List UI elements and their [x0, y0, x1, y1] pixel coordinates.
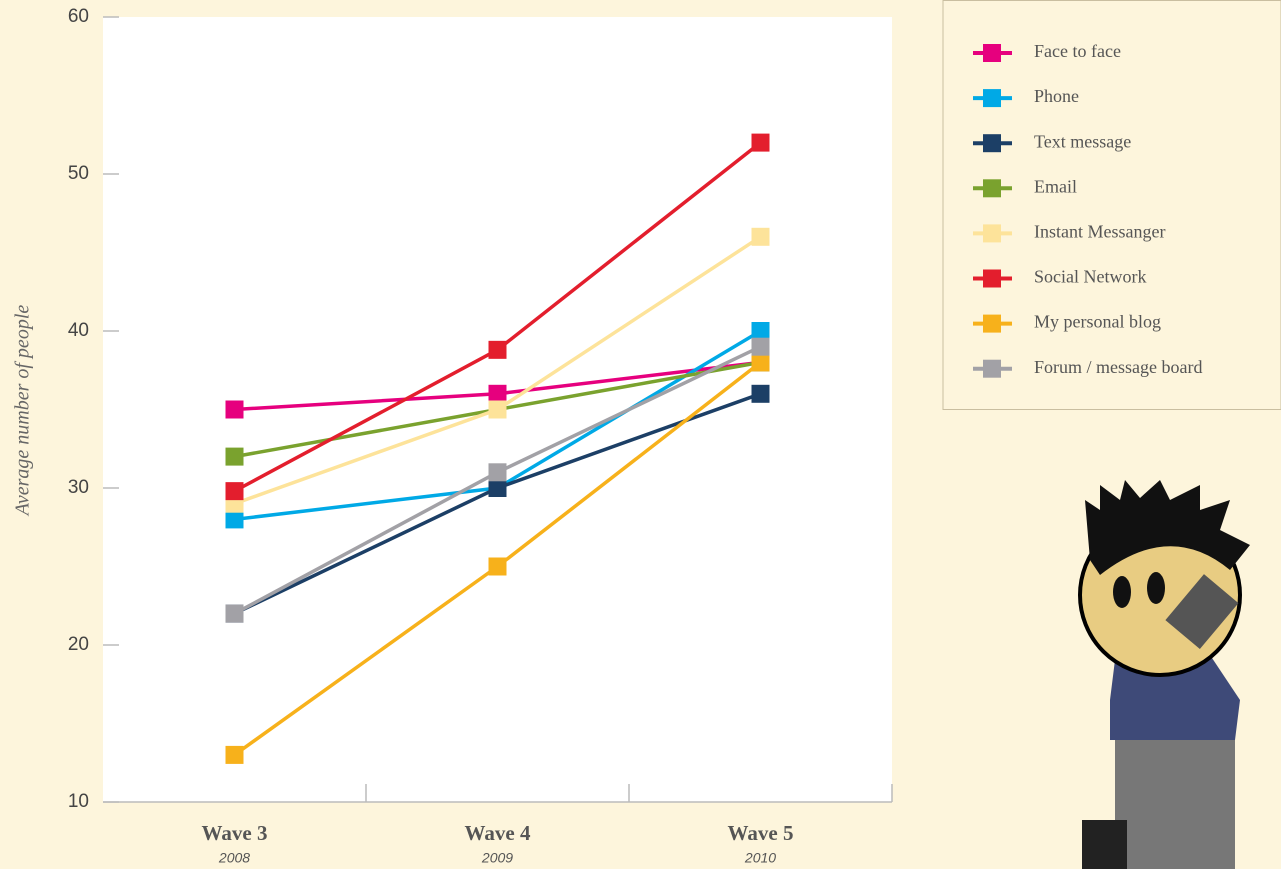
y-tick-label: 40 — [68, 320, 89, 341]
eye — [1113, 576, 1131, 608]
legend-marker — [983, 134, 1001, 153]
legend-label: Instant Messanger — [1034, 222, 1165, 242]
point — [488, 463, 507, 482]
point — [488, 400, 507, 419]
point — [488, 557, 507, 576]
point — [225, 482, 244, 501]
point — [751, 384, 770, 403]
legend-marker — [983, 179, 1001, 198]
legend-box — [942, 0, 1281, 410]
y-axis-label: Average number of people — [12, 305, 34, 518]
y-tick-label: 50 — [68, 163, 89, 184]
point — [225, 447, 244, 466]
legend-label: Face to face — [1034, 41, 1121, 61]
legend-label: Forum / message board — [1034, 357, 1202, 377]
eye — [1147, 572, 1165, 604]
point — [751, 227, 770, 246]
legend-marker — [983, 224, 1001, 243]
legend-label: Email — [1034, 176, 1077, 196]
legend-label: Social Network — [1034, 267, 1146, 287]
y-tick-label: 60 — [68, 6, 89, 27]
point — [225, 400, 244, 419]
point — [488, 340, 507, 359]
y-tick-label: 10 — [68, 791, 89, 812]
legend-label: Phone — [1034, 86, 1079, 106]
briefcase — [1082, 820, 1127, 869]
y-tick-label: 20 — [68, 634, 89, 655]
x-tick-label: Wave 3 — [202, 821, 268, 845]
legend-marker — [983, 89, 1001, 108]
y-tick-label: 30 — [68, 477, 89, 498]
x-tick-year: 2009 — [481, 850, 513, 866]
point — [751, 322, 770, 340]
point — [225, 604, 244, 623]
cartoon-person — [1078, 480, 1250, 869]
legend-marker — [983, 314, 1001, 333]
x-tick-year: 2008 — [218, 850, 250, 866]
legend-label: My personal blog — [1034, 312, 1161, 332]
x-tick-label: Wave 5 — [728, 821, 794, 845]
phone — [1165, 574, 1239, 650]
x-tick-year: 2010 — [744, 850, 776, 866]
point — [488, 479, 507, 497]
legend-marker — [983, 269, 1001, 288]
point — [225, 745, 244, 764]
legend-marker — [983, 359, 1001, 378]
point — [751, 337, 770, 356]
point — [488, 384, 507, 403]
x-tick-label: Wave 4 — [465, 821, 531, 845]
legend-marker — [983, 44, 1001, 62]
point — [751, 133, 770, 152]
legend-label: Text message — [1034, 131, 1131, 151]
point — [225, 510, 244, 529]
point — [751, 353, 770, 372]
hair — [1085, 480, 1250, 575]
